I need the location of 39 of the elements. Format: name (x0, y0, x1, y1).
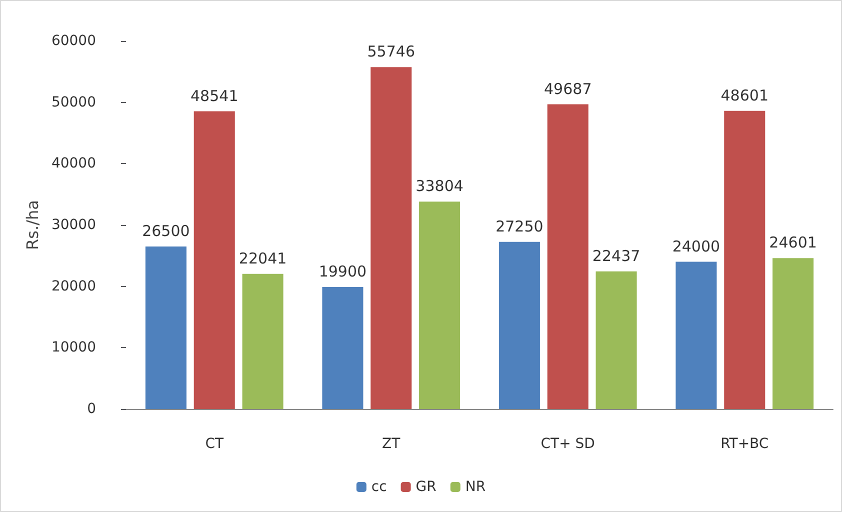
data-label: 22041 (238, 249, 287, 268)
bar (498, 242, 540, 409)
data-label: 27250 (496, 217, 544, 236)
data-label: 19900 (318, 262, 367, 280)
legend-label: cc (371, 479, 387, 495)
data-label: 26500 (142, 222, 190, 240)
data-label: 48541 (190, 86, 238, 105)
data-label: 24601 (769, 234, 817, 252)
x-tick-label: ZT (382, 436, 401, 452)
data-label: 49687 (544, 80, 592, 98)
y-tick-label: 10000 (51, 340, 96, 356)
y-tick-label: 20000 (51, 278, 96, 294)
bar (322, 286, 364, 409)
bar (419, 202, 460, 409)
x-tick-label: CT (205, 436, 224, 452)
bar (772, 258, 814, 409)
data-label: 48601 (720, 86, 768, 104)
y-tick-label: 50000 (51, 94, 96, 110)
x-tick-label: RT+BC (720, 436, 769, 452)
bar (242, 274, 284, 409)
data-label: 55746 (367, 42, 415, 61)
y-tick-label: 60000 (51, 33, 96, 49)
bar (370, 67, 412, 409)
data-label: 33804 (416, 177, 464, 196)
data-label: 22437 (592, 246, 640, 265)
y-axis-title: Rs./ha (23, 200, 42, 250)
y-tick-label: 30000 (51, 217, 96, 233)
bar (194, 111, 235, 409)
legend-label: NR (465, 479, 486, 495)
bar (547, 104, 588, 409)
x-tick-label: CT+ SD (540, 436, 595, 452)
bar (596, 271, 637, 409)
y-tick-label: 0 (87, 401, 96, 417)
bar (724, 110, 766, 409)
bar (145, 246, 186, 409)
legend-label: GR (416, 479, 437, 495)
y-tick-label: 40000 (51, 156, 96, 172)
bar (676, 262, 717, 409)
data-label: 24000 (672, 237, 720, 256)
